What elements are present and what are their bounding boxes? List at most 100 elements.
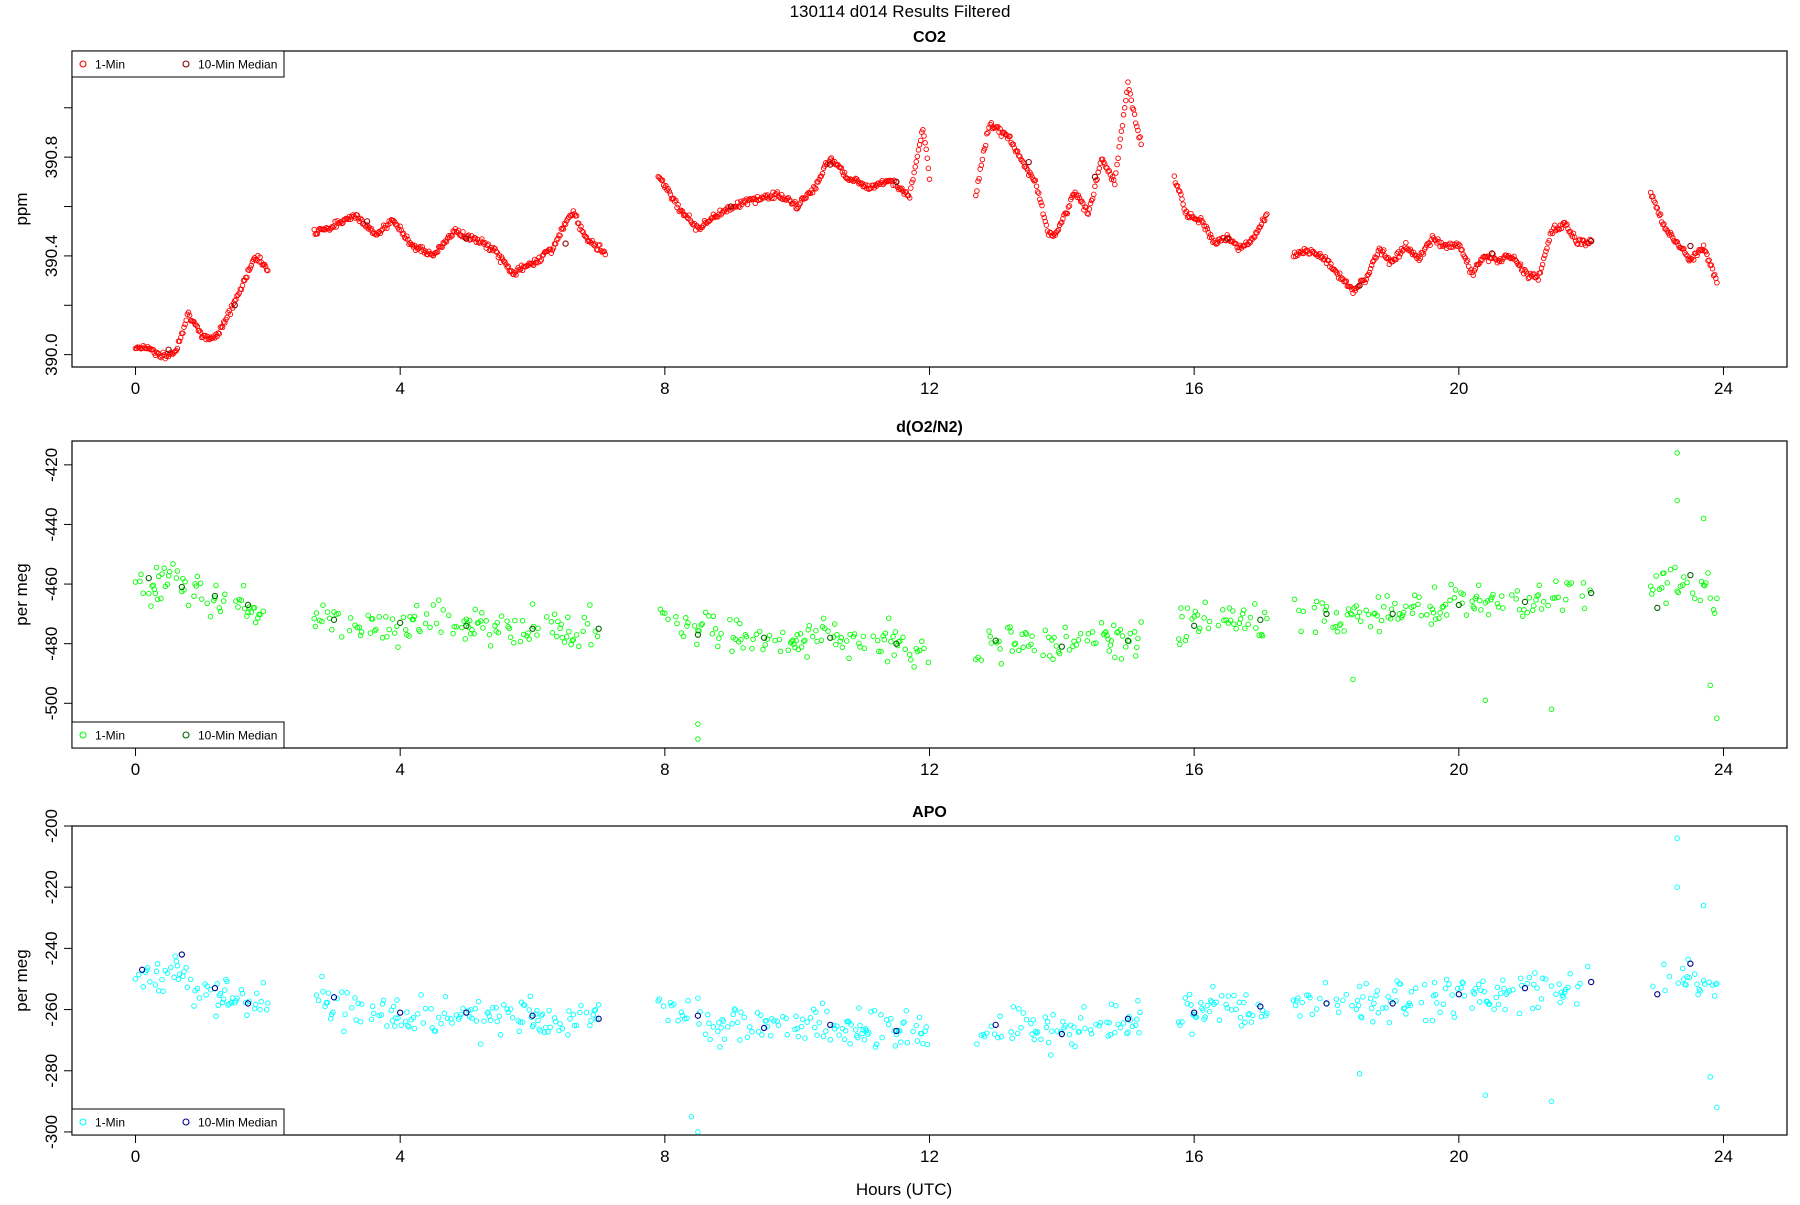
ten-min-median-point [1025,158,1032,166]
one-min-point [1411,592,1418,599]
one-min-point [539,1011,546,1018]
one-min-point [991,1031,998,1037]
one-min-point [975,178,981,184]
one-min-point [1205,625,1212,632]
one-min-point [1407,1002,1414,1009]
one-min-point [1125,1029,1131,1035]
one-min-point [1697,988,1704,994]
one-min-point [548,618,555,625]
one-min-point [1385,994,1391,1000]
one-min-point [1711,993,1718,999]
one-min-point [1231,621,1237,627]
one-min-point [1087,1027,1094,1033]
one-min-point [534,1007,540,1014]
one-min-point [535,625,541,632]
one-min-point [519,1019,526,1025]
one-min-point [198,596,205,602]
legend-label: 1-Min [95,1116,125,1130]
legend-label: 1-Min [95,729,125,743]
one-min-point [1050,1012,1056,1018]
one-min-point [472,606,478,613]
one-min-point [433,620,440,627]
one-min-point [1246,1011,1253,1017]
one-min-point [1473,593,1480,600]
one-min-point [1113,1002,1119,1009]
one-min-point [1533,597,1539,603]
one-min-point [1042,218,1049,225]
one-min-point [1357,618,1364,624]
one-min-point [1348,610,1354,617]
one-min-point [1117,136,1124,142]
one-min-point [498,613,505,619]
one-min-point [1062,1023,1068,1029]
one-min-point [1135,127,1141,134]
one-min-point [1375,1010,1382,1016]
one-min-point [483,618,489,624]
one-min-point [227,311,234,318]
one-min-point [673,197,679,204]
one-min-outlier-point [695,721,701,727]
ten-min-median-point [595,625,602,632]
one-min-point [1365,611,1372,618]
one-min-point [196,327,203,334]
one-min-point [716,211,722,217]
one-min-point [871,1007,878,1014]
one-min-point [1495,1001,1502,1008]
one-min-point [665,186,671,192]
one-min-point [565,614,571,621]
one-min-point [168,964,174,971]
one-min-point [324,609,331,615]
one-min-point [1422,1017,1429,1024]
one-min-point [1529,607,1536,614]
one-min-point [319,618,325,625]
one-min-point [780,1014,786,1020]
ten-min-median-point [211,984,219,992]
one-min-point [1022,630,1029,636]
one-min-point [709,631,716,637]
one-min-point [1440,1001,1447,1008]
one-min-point [1696,986,1702,993]
one-min-point [1108,1001,1115,1007]
legend-marker [79,731,87,739]
one-min-point [910,176,916,183]
one-min-point [986,628,992,634]
one-min-point [1093,640,1099,646]
one-min-point [569,637,575,644]
ten-min-median-point [760,634,768,641]
one-min-point [395,1015,401,1021]
one-min-point [358,1001,365,1007]
one-min-point [1033,183,1040,189]
one-min-point [908,185,914,191]
one-min-point [1574,1001,1580,1007]
one-min-point [909,179,915,186]
one-min-point [1683,251,1689,258]
one-min-point [1084,637,1090,644]
one-min-point [1403,239,1409,246]
ten-min-median-points [138,951,1694,1038]
one-min-point [1226,605,1233,611]
ten-min-median-point [1455,601,1462,609]
one-min-point [507,1006,514,1012]
one-min-point [1264,1010,1270,1016]
one-min-point [707,1036,713,1043]
one-min-point [258,998,264,1005]
one-min-point [1345,606,1352,612]
one-min-point [885,1021,892,1028]
legend-label: 1-Min [95,58,125,72]
one-min-point [257,1006,263,1013]
one-min-point [1112,654,1118,661]
one-min-point [1179,613,1185,620]
one-min-point [215,330,221,336]
one-min-point [1540,598,1547,605]
one-min-point [1034,189,1041,195]
one-min-point [1399,612,1406,618]
one-min-point [852,1027,859,1033]
one-min-points [132,835,1720,1135]
one-min-point [1689,590,1696,596]
one-min-point [1349,611,1355,618]
one-min-point [1392,988,1398,994]
one-min-point [1048,1052,1054,1058]
one-min-point [1429,606,1436,612]
one-min-point [698,622,704,628]
one-min-point [1577,980,1583,987]
